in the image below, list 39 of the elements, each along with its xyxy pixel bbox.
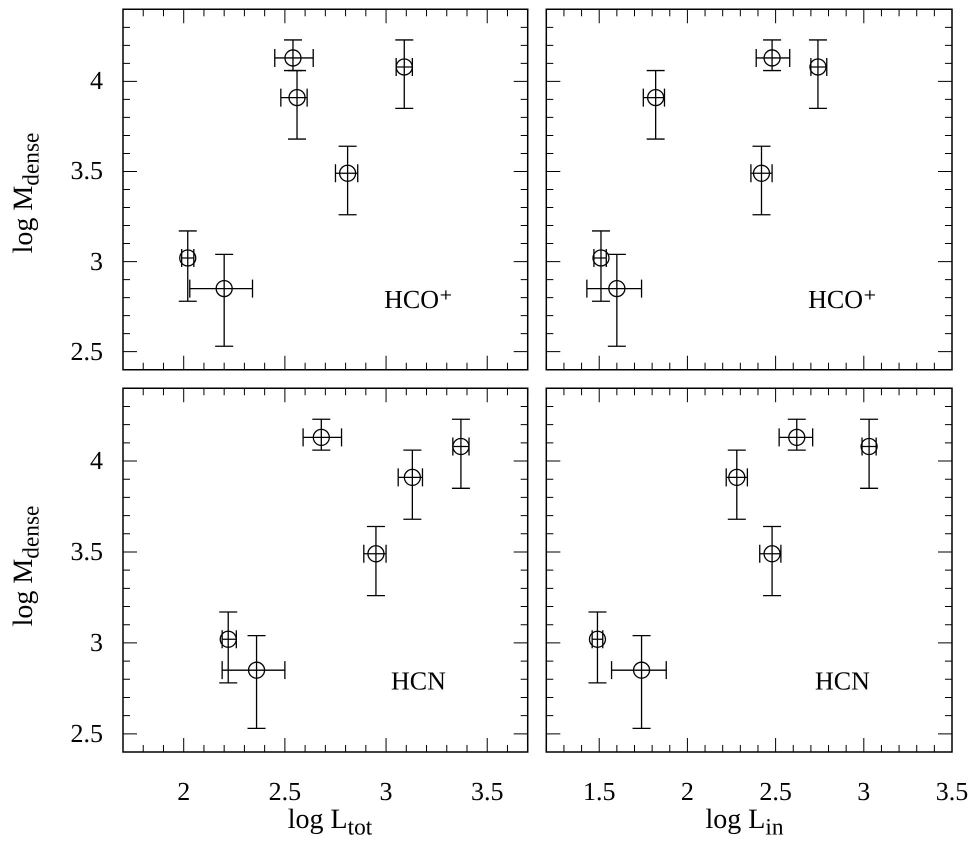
point xyxy=(216,280,233,298)
y-tick-label: 4 xyxy=(90,66,103,96)
point xyxy=(608,280,626,298)
x-tick-label: 3.5 xyxy=(936,777,968,806)
annotation: HCO⁺ xyxy=(808,285,877,314)
y-tick-label: 2.5 xyxy=(70,718,103,748)
x-tick-label: 3.5 xyxy=(470,777,504,806)
point xyxy=(248,662,266,679)
point xyxy=(284,49,302,67)
annotation: HCO⁺ xyxy=(384,285,453,314)
point xyxy=(404,468,422,486)
point xyxy=(288,88,306,106)
point xyxy=(312,428,330,446)
x-tick-label: 2.5 xyxy=(268,777,302,806)
x-tick-label: 3 xyxy=(857,777,870,806)
point xyxy=(763,49,781,67)
x-tick-label: 3 xyxy=(380,777,393,806)
y-tick-label: 3 xyxy=(90,628,103,657)
x-tick-label: 2.5 xyxy=(759,777,792,806)
point xyxy=(367,545,385,562)
annotation: HCN xyxy=(390,666,446,696)
y-tick-label: 2.5 xyxy=(70,336,103,366)
x-tick-label: 2 xyxy=(680,777,694,806)
point xyxy=(632,662,650,679)
annotation: HCN xyxy=(815,666,870,696)
y-tick-label: 3.5 xyxy=(70,156,103,186)
x-axis-title: log L$_{tot}$ xyxy=(288,804,372,841)
point xyxy=(788,428,806,446)
x-tick-label: 1.5 xyxy=(582,777,616,806)
point xyxy=(592,249,610,267)
point xyxy=(338,164,356,182)
x-tick-label: 2 xyxy=(177,777,190,806)
point xyxy=(763,545,781,562)
y-tick-label: 4 xyxy=(90,446,103,476)
x-axis-title: log L$_{in}$ xyxy=(705,804,784,841)
point xyxy=(647,88,664,106)
y-tick-label: 3 xyxy=(90,246,103,276)
point xyxy=(588,630,606,648)
y-tick-label: 3.5 xyxy=(70,536,103,566)
